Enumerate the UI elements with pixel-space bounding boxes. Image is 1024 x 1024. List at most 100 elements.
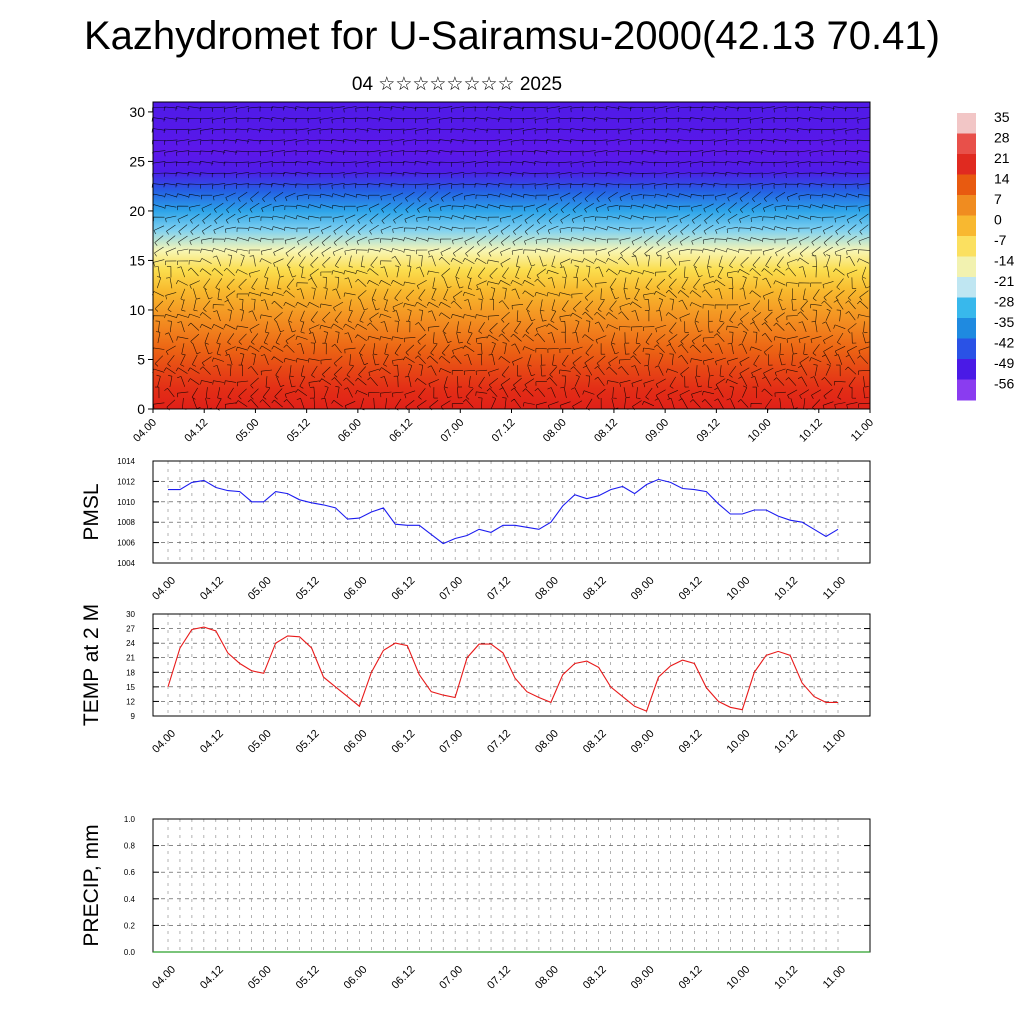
x-tick-label: 05.00 [246,964,274,992]
x-tick-label: 07.12 [485,575,513,603]
colorbar-label: 14 [994,171,1010,187]
xsec-x-tick-label: 06.12 [387,417,415,445]
y-tick-label: 9 [131,712,136,721]
colorbar-swatch [957,113,976,134]
y-tick-label: 1.0 [124,815,136,824]
x-tick-label: 10.12 [772,728,800,756]
colorbar-label: 0 [994,212,1002,228]
colorbar-label: -28 [994,294,1014,310]
x-tick-label: 07.00 [437,575,465,603]
x-tick-label: 11.00 [821,728,848,755]
xsec-x-tick-label: 10.00 [746,417,774,445]
colorbar-label: 35 [994,109,1010,125]
x-tick-label: 11.00 [821,575,848,602]
xsec-x-tick-label: 05.12 [285,417,313,445]
x-tick-label: 05.12 [294,575,322,603]
wind-barb-paths [151,106,871,411]
colorbar-swatch [957,277,976,298]
colorbar-swatch [957,133,976,155]
x-tick-label: 06.00 [342,964,370,992]
x-tick-label: 04.12 [198,964,226,992]
panel-temp2m: 9 12 15 18 21 24 27 30 04.00 04.12 05.00 05.12 06.00… [80,604,871,756]
series-line [167,626,838,712]
series-line [168,478,839,545]
panel-frame [152,818,871,953]
y-tick-label: 30 [126,610,135,619]
x-tick-label: 05.00 [246,728,274,756]
colorbar-label: 28 [994,130,1010,146]
panel-frame [152,460,871,564]
x-tick-label: 04.00 [150,575,178,603]
xsec-y-tick-label: 15 [129,252,145,268]
x-tick-label: 09.12 [677,575,705,603]
xsec-y-tick-label: 25 [129,153,145,169]
y-tick-label: 1006 [117,539,135,548]
xsec-y-tick-label: 5 [137,351,145,367]
xsec-x-tick-label: 08.12 [592,417,620,445]
x-tick-label: 11.00 [821,964,848,991]
y-tick-label: 1010 [117,498,135,507]
x-tick-label: 09.00 [629,964,657,992]
xsec-x-tick-label: 07.00 [438,417,466,445]
xsec-x-tick-label: 09.00 [643,417,671,445]
wind-vectors [151,106,871,411]
y-tick-label: 1014 [117,457,135,466]
x-tick-label: 07.00 [437,964,465,992]
y-tick-label: 27 [126,625,135,634]
colorbar-swatch [957,318,976,339]
colorbar-swatch [957,379,976,401]
x-tick-label: 04.00 [150,964,178,992]
y-tick-label: 0.8 [124,842,136,851]
x-tick-label: 10.12 [772,575,800,603]
y-tick-label: 0.6 [124,868,136,877]
x-tick-label: 09.00 [629,728,657,756]
xsec-x-tick-label: 05.00 [234,417,262,445]
colorbar-label: -49 [994,355,1014,371]
colorbar-label: 21 [994,150,1010,166]
colorbar-swatch [957,174,976,196]
colorbar-swatch [957,359,976,380]
colorbar-label: -14 [994,253,1014,269]
y-tick-label: 18 [126,668,135,677]
x-tick-label: 04.12 [198,728,226,756]
x-tick-label: 06.00 [342,728,370,756]
colorbar-swatch [957,154,976,175]
colorbar-label: -56 [994,376,1014,392]
panel-precip: 0.0 0.2 0.4 0.6 0.8 1.0 04.00 04.12 05.00 05.12 06… [80,815,871,992]
xsec-x-tick-label: 04.00 [131,417,159,445]
x-tick-label: 08.00 [533,575,561,603]
x-tick-label: 08.12 [581,964,609,992]
colorbar-label: -7 [994,232,1007,248]
colorbar-label: -21 [994,273,1014,289]
xsec-x-tick-label: 04.12 [182,417,210,445]
x-tick-label: 06.12 [389,575,417,603]
xsec-y-tick-label: 30 [129,104,145,120]
x-tick-label: 08.00 [533,728,561,756]
x-tick-label: 09.00 [629,575,657,603]
panel-frame [152,613,871,717]
colorbar-label: -35 [994,314,1014,330]
temperature-field [153,102,870,409]
colorbar-swatch [957,256,976,278]
y-tick-label: 1012 [117,477,135,486]
panel-pmsl: 1004 1006 1008 1010 1012 1014 04.00 04.12 05.00 0… [80,457,871,603]
x-tick-label: 08.00 [533,964,561,992]
x-tick-label: 08.12 [581,728,609,756]
x-tick-label: 10.00 [724,728,752,756]
xsec-x-tick-label: 09.12 [695,417,723,445]
x-tick-label: 04.00 [150,728,178,756]
xsec-x-tick-label: 08.00 [541,417,569,445]
colorbar-label: -42 [994,335,1014,351]
x-tick-label: 10.00 [724,575,752,603]
page-title: Kazhydromet for U-Sairamsu-2000(42.13 70… [84,14,940,58]
xsec-x-tick-label: 10.12 [797,417,825,445]
x-tick-label: 06.12 [389,728,417,756]
colorbar-swatch [957,215,976,237]
y-axis-label: TEMP at 2 M [80,604,103,726]
xsec-y-tick-label: 0 [137,401,145,417]
x-tick-label: 05.00 [246,575,274,603]
y-tick-label: 15 [126,683,135,692]
y-tick-label: 12 [126,697,135,706]
colorbar-swatch [957,338,976,360]
